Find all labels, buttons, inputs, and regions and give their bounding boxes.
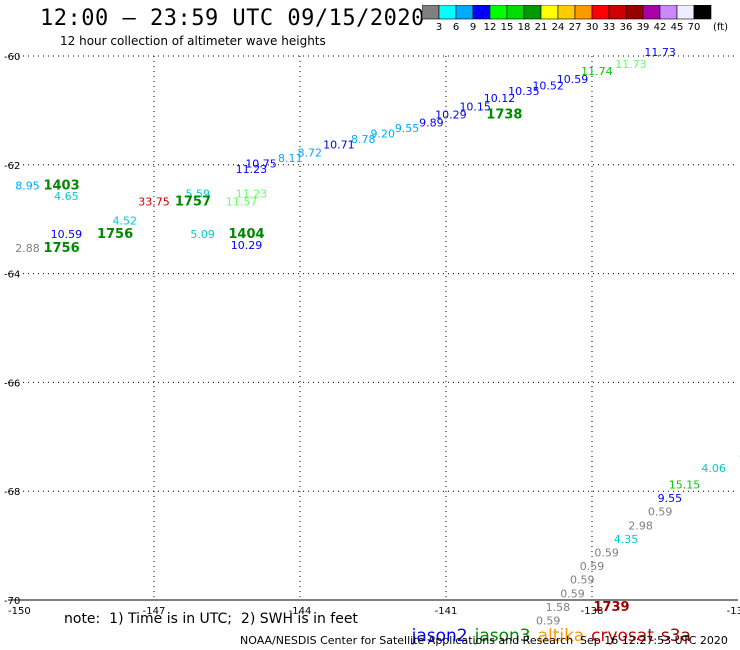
wave-height-label: 0.59 [648,506,673,519]
wave-height-label: 9.55 [658,492,683,505]
color-scale-label: 15 [501,22,514,33]
wave-height-label: 10.59 [557,73,589,86]
wave-height-label: 9.20 [370,128,395,141]
wave-height-label: 10.15 [459,100,491,113]
wave-height-label: 11.73 [615,58,647,71]
color-scale-label: 30 [586,22,599,33]
wave-height-label: 4.52 [113,215,138,228]
footer-note: note: 1) Time is in UTC; 2) SWH is in fe… [64,611,358,627]
wave-height-label: 1738 [486,108,522,123]
satellite-altika: altika [537,626,585,646]
wave-height-label: 1757 [175,195,211,210]
y-tick-label: -64 [4,270,20,281]
wave-height-label: 0.59 [570,574,595,587]
wave-height-label: 0.59 [594,546,619,559]
wave-height-label: 5.09 [190,228,215,241]
wave-height-label: 4.06 [701,462,726,475]
wave-height-label: 10.29 [231,239,263,252]
color-scale-label: 9 [470,22,476,33]
wave-height-label: 11.73 [644,46,676,59]
wave-height-label: 8.78 [351,133,376,146]
color-scale-label: 6 [453,22,459,33]
color-scale-label: 12 [484,22,497,33]
wave-height-label: 1403 [43,178,79,193]
wave-height-label: 5.59 [186,187,211,200]
color-scale-label: 3 [436,22,442,33]
wave-height-label: 8.11 [278,152,303,165]
y-tick-label: -62 [4,161,20,172]
x-tick-label: -135 [727,606,740,617]
wave-height-label: 33.75 [138,196,170,209]
wave-height-label: 15.15 [669,478,701,491]
wave-height-label: 10.35 [508,85,540,98]
y-tick-label: -66 [4,378,20,389]
wave-height-label: 10.29 [435,109,467,122]
wave-height-label: 0.59 [560,587,585,600]
color-scale-label: 27 [569,22,582,33]
satellite-cryosat: cryosat [591,626,654,646]
wave-height-label: 10.12 [484,92,516,105]
wave-height-label: 0.59 [536,614,561,627]
wave-height-label: 2.98 [628,519,653,532]
x-tick-label: -141 [435,606,458,617]
wave-height-label: 9.89 [419,117,444,130]
wave-height-label: 8.95 [15,179,40,192]
x-tick-label: -144 [289,606,312,617]
wave-height-label: 10.59 [51,228,83,241]
color-scale-label: 39 [637,22,650,33]
y-tick-label: -70 [4,596,20,607]
wave-height-label: 11.23 [236,187,268,200]
color-scale-label: 42 [654,22,667,33]
wave-height-label: 1756 [43,241,79,256]
page-title: 12:00 – 23:59 UTC 09/15/2020 [40,6,425,31]
wave-height-label: 4.35 [614,533,639,546]
wave-height-label: 2.88 [15,242,40,255]
color-scale-label: 24 [552,22,565,33]
wave-height-label: 8.6 [739,449,740,462]
color-swatch [693,5,712,20]
wave-height-color-legend: 3 6 9 12 15 18 21 24 27 30 33 36 39 42 45 70 (ft) [422,5,728,33]
satellite-s3a: s3a [660,626,691,646]
color-scale-label: 18 [518,22,531,33]
y-tick-label: -68 [4,487,20,498]
wave-height-label: 8.72 [297,147,322,160]
color-scale-unit: (ft) [713,22,728,33]
wave-height-label: 1756 [97,227,133,242]
color-scale-label: 45 [671,22,684,33]
satellite-legend: jason2 jason3 altika cryosat s3a [390,606,698,650]
wave-height-label: 9.55 [395,122,420,135]
wave-height-label: 4.65 [54,190,79,203]
satellite-jason3: jason3 [474,626,531,646]
wave-height-label: 1404 [228,227,264,242]
wave-height-label: 10.52 [532,80,564,93]
x-tick-label: -138 [581,606,604,617]
color-scale-label: 21 [535,22,548,33]
generation-timestamp: Sep 16 12:27:53 UTC 2020 [580,634,728,647]
color-scale-label: 70 [688,22,701,33]
wave-height-label: 10.75 [245,158,277,171]
wave-height-label: 0.59 [580,560,605,573]
wave-height-label: 11.74 [581,65,613,78]
y-tick-label: -60 [4,52,20,63]
wave-height-label: 10.71 [323,138,355,151]
color-scale-label: 36 [620,22,633,33]
wave-height-label: 11.57 [226,196,258,209]
wave-height-label: 1.58 [546,601,571,614]
color-scale-label: 33 [603,22,616,33]
x-tick-label: -150 [8,606,31,617]
credit-line: NOAA/NESDIS Center for Satellite Applica… [240,634,574,647]
satellite-jason2: jason2 [411,626,468,646]
x-tick-label: -147 [143,606,166,617]
page-subtitle: 12 hour collection of altimeter wave hei… [60,34,326,48]
wave-height-label: 1739 [593,600,629,615]
wave-height-label: 11.23 [236,163,268,176]
